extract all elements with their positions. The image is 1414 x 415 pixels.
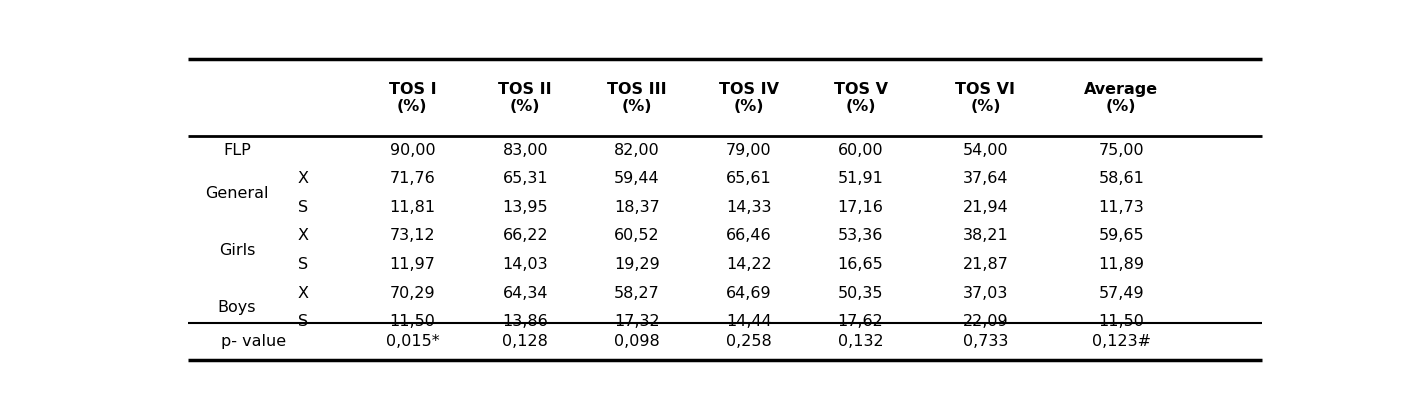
Text: 59,44: 59,44	[614, 171, 660, 186]
Text: 17,16: 17,16	[837, 200, 884, 215]
Text: 70,29: 70,29	[389, 286, 436, 300]
Text: 37,64: 37,64	[963, 171, 1008, 186]
Text: 11,81: 11,81	[389, 200, 436, 215]
Text: 14,22: 14,22	[725, 257, 772, 272]
Text: 50,35: 50,35	[839, 286, 884, 300]
Text: S: S	[298, 200, 308, 215]
Text: 38,21: 38,21	[963, 228, 1008, 244]
Text: 57,49: 57,49	[1099, 286, 1144, 300]
Text: 14,03: 14,03	[502, 257, 549, 272]
Text: X: X	[297, 286, 308, 300]
Text: Girls: Girls	[219, 243, 255, 258]
Text: 79,00: 79,00	[725, 143, 772, 158]
Text: S: S	[298, 257, 308, 272]
Text: TOS VI
(%): TOS VI (%)	[956, 81, 1015, 114]
Text: 14,33: 14,33	[725, 200, 772, 215]
Text: 19,29: 19,29	[614, 257, 660, 272]
Text: TOS III
(%): TOS III (%)	[607, 81, 667, 114]
Text: 66,46: 66,46	[725, 228, 772, 244]
Text: 65,31: 65,31	[502, 171, 549, 186]
Text: 75,00: 75,00	[1099, 143, 1144, 158]
Text: TOS I
(%): TOS I (%)	[389, 81, 436, 114]
Text: 59,65: 59,65	[1099, 228, 1144, 244]
Text: 53,36: 53,36	[839, 228, 884, 244]
Text: Average
(%): Average (%)	[1085, 81, 1158, 114]
Text: X: X	[297, 171, 308, 186]
Text: TOS II
(%): TOS II (%)	[498, 81, 551, 114]
Text: S: S	[298, 314, 308, 329]
Text: 73,12: 73,12	[389, 228, 436, 244]
Text: 14,44: 14,44	[725, 314, 772, 329]
Text: 13,95: 13,95	[502, 200, 549, 215]
Text: 51,91: 51,91	[837, 171, 884, 186]
Text: 22,09: 22,09	[963, 314, 1008, 329]
Text: 71,76: 71,76	[389, 171, 436, 186]
Text: 64,34: 64,34	[502, 286, 549, 300]
Text: TOS IV
(%): TOS IV (%)	[718, 81, 779, 114]
Text: 58,27: 58,27	[614, 286, 660, 300]
Text: 11,89: 11,89	[1099, 257, 1144, 272]
Text: 0,132: 0,132	[837, 334, 884, 349]
Text: 13,86: 13,86	[502, 314, 549, 329]
Text: 21,94: 21,94	[963, 200, 1008, 215]
Text: 54,00: 54,00	[963, 143, 1008, 158]
Text: 60,00: 60,00	[837, 143, 884, 158]
Text: 65,61: 65,61	[725, 171, 772, 186]
Text: 82,00: 82,00	[614, 143, 660, 158]
Text: 60,52: 60,52	[614, 228, 660, 244]
Text: 0,098: 0,098	[614, 334, 660, 349]
Text: 11,50: 11,50	[389, 314, 436, 329]
Text: 0,123#: 0,123#	[1092, 334, 1151, 349]
Text: 58,61: 58,61	[1099, 171, 1144, 186]
Text: 37,03: 37,03	[963, 286, 1008, 300]
Text: General: General	[205, 186, 269, 200]
Text: FLP: FLP	[223, 143, 250, 158]
Text: 0,258: 0,258	[725, 334, 772, 349]
Text: 21,87: 21,87	[963, 257, 1008, 272]
Text: X: X	[297, 228, 308, 244]
Text: 0,128: 0,128	[502, 334, 549, 349]
Text: 90,00: 90,00	[389, 143, 436, 158]
Text: 17,62: 17,62	[837, 314, 884, 329]
Text: 66,22: 66,22	[502, 228, 549, 244]
Text: 11,50: 11,50	[1099, 314, 1144, 329]
Text: 11,73: 11,73	[1099, 200, 1144, 215]
Text: 0,733: 0,733	[963, 334, 1008, 349]
Text: Boys: Boys	[218, 300, 256, 315]
Text: 16,65: 16,65	[837, 257, 884, 272]
Text: TOS V
(%): TOS V (%)	[834, 81, 888, 114]
Text: 83,00: 83,00	[502, 143, 549, 158]
Text: 64,69: 64,69	[725, 286, 772, 300]
Text: 18,37: 18,37	[614, 200, 660, 215]
Text: 11,97: 11,97	[389, 257, 436, 272]
Text: 0,015*: 0,015*	[386, 334, 440, 349]
Text: 17,32: 17,32	[614, 314, 660, 329]
Text: p- value: p- value	[221, 334, 286, 349]
